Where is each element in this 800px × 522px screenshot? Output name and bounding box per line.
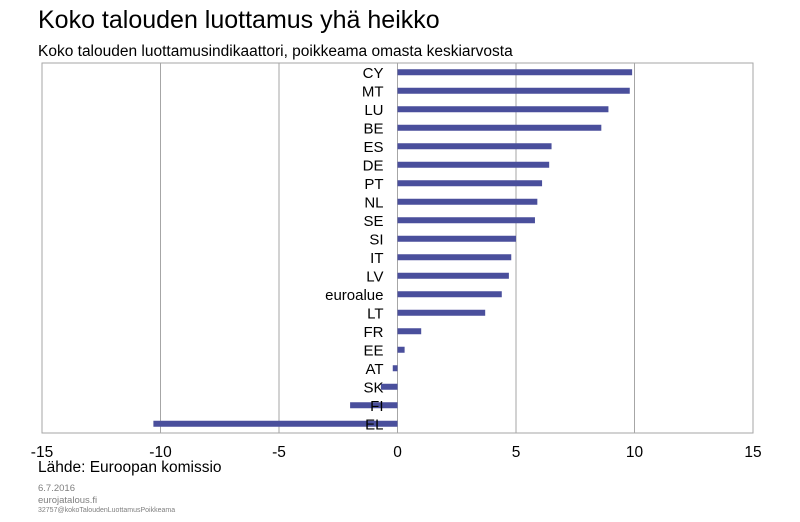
bar xyxy=(380,383,398,390)
bar xyxy=(397,235,516,242)
chart-subtitle: Koko talouden luottamusindikaattori, poi… xyxy=(38,43,513,60)
bar xyxy=(397,87,630,94)
x-tick-label: -5 xyxy=(272,444,286,461)
bar xyxy=(397,291,502,298)
category-label: MT xyxy=(362,83,384,100)
bar xyxy=(392,365,398,372)
category-label: IT xyxy=(370,250,383,267)
bar xyxy=(397,272,509,279)
category-label: FI xyxy=(370,398,383,415)
bar xyxy=(397,198,538,205)
bar xyxy=(350,402,398,409)
x-tick-label: 10 xyxy=(626,444,644,461)
category-label: SK xyxy=(363,379,383,396)
category-label: LV xyxy=(366,268,383,285)
publish-date: 6.7.2016 xyxy=(38,483,75,494)
bar xyxy=(397,143,552,150)
x-tick-label: 5 xyxy=(512,444,521,461)
category-label: SE xyxy=(363,213,383,230)
bar xyxy=(397,180,543,187)
bar xyxy=(397,161,550,168)
bar xyxy=(397,254,512,261)
bar xyxy=(153,420,398,427)
category-label: DE xyxy=(363,157,384,174)
x-tick-label: -15 xyxy=(31,444,53,461)
category-label: LU xyxy=(364,102,383,119)
category-label: EE xyxy=(363,342,383,359)
chart-title: Koko talouden luottamus yhä heikko xyxy=(38,6,440,34)
category-label: ES xyxy=(363,139,383,156)
x-tick-label: 0 xyxy=(393,444,402,461)
category-label: SI xyxy=(369,231,383,248)
category-label: EL xyxy=(365,416,383,433)
category-label: PT xyxy=(364,176,383,193)
chart-code: 32757@kokoTaloudenLuottamusPoikkeama xyxy=(38,507,176,514)
bar xyxy=(397,309,486,316)
x-tick-label: 15 xyxy=(744,444,761,461)
category-label: AT xyxy=(365,361,383,378)
bar xyxy=(397,346,405,353)
category-label: NL xyxy=(364,194,383,211)
category-label: FR xyxy=(364,324,384,341)
bar xyxy=(397,328,422,335)
site-name: eurojatalous.fi xyxy=(38,495,98,506)
bar xyxy=(397,217,535,224)
category-label: euroalue xyxy=(325,287,383,304)
bar xyxy=(397,69,633,76)
category-label: CY xyxy=(363,65,384,82)
x-tick-label: -10 xyxy=(149,444,172,461)
source-note: Lähde: Euroopan komissio xyxy=(38,459,222,476)
bar xyxy=(397,106,609,113)
category-label: BE xyxy=(363,120,383,137)
category-label: LT xyxy=(367,305,383,322)
bar xyxy=(397,124,602,131)
